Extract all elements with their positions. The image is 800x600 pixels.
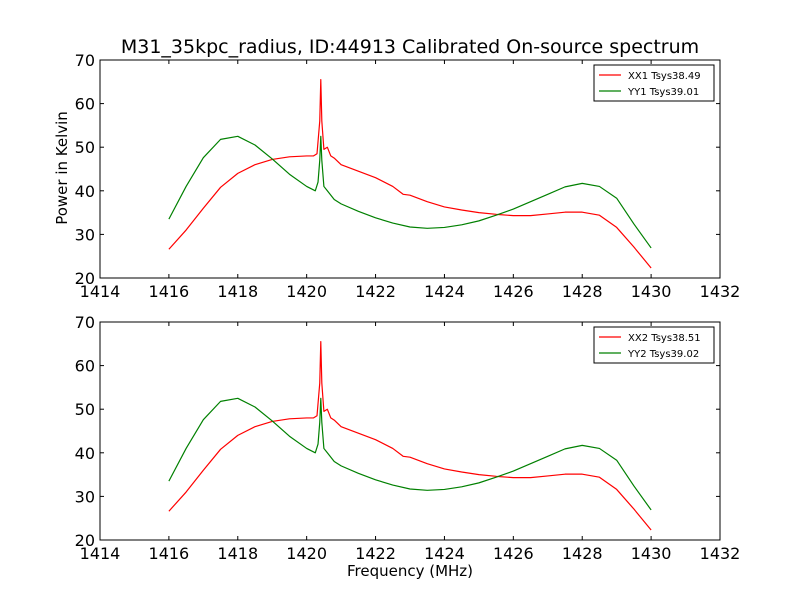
x-tick-label: 1430 [631,282,672,301]
y-tick-label: 20 [75,269,95,288]
x-axis-label: Frequency (MHz) [347,562,473,580]
y-tick-label: 70 [75,51,95,70]
x-tick-label: 1422 [355,544,396,563]
legend-label: XX2 Tsys38.51 [628,333,701,344]
x-tick-label: 1414 [80,282,121,301]
plot-frame [99,59,721,279]
y-tick-label: 60 [75,357,95,376]
x-tick-label: 1432 [700,282,741,301]
series-line-2 [168,135,652,249]
legend: XX1 Tsys38.49 YY1 Tsys39.01 [593,64,715,102]
x-tick-label: 1432 [700,544,741,563]
y-tick-label: 70 [75,313,95,332]
y-axis-label: Power in Kelvin [53,111,71,225]
x-tick-label: 1430 [631,544,672,563]
chart-panel-2: 1414 1416 1418 1420 1422 1424 1426 1428 1430 1432… [75,313,741,563]
legend-label: YY2 Tsys39.02 [627,349,699,360]
x-tick-label: 1424 [424,544,465,563]
y-tick-label: 60 [75,95,95,114]
plot-panels: 1414 1416 1418 1420 1422 1424 1426 1428 1430 1432… [75,51,741,563]
x-tick-label: 1428 [562,282,603,301]
legend: XX2 Tsys38.51 YY2 Tsys39.02 [593,326,715,364]
legend-box [593,64,715,102]
y-tick-label: 40 [75,444,95,463]
series-line-1 [168,79,652,269]
x-tick-label: 1426 [493,544,534,563]
series-line-2 [168,397,652,511]
x-tick-label: 1420 [286,282,327,301]
x-tick-label: 1422 [355,282,396,301]
x-tick-label: 1420 [286,544,327,563]
x-tick-label: 1416 [149,544,190,563]
series-line-1 [168,341,652,531]
plot-frame [99,321,721,541]
y-tick-label: 30 [75,487,95,506]
legend-label: YY1 Tsys39.01 [627,87,699,98]
chart-panel-1: 1414 1416 1418 1420 1422 1424 1426 1428 1430 1432… [75,51,741,301]
chart-title: M31_35kpc_radius, ID:44913 Calibrated On… [121,36,699,58]
y-tick-label: 40 [75,182,95,201]
y-tick-label: 20 [75,531,95,550]
y-tick-label: 50 [75,138,95,157]
x-tick-label: 1418 [217,282,258,301]
x-tick-label: 1428 [562,544,603,563]
legend-label: XX1 Tsys38.49 [628,71,701,82]
x-tick-label: 1418 [217,544,258,563]
y-tick-label: 50 [75,400,95,419]
legend-box [593,326,715,364]
x-tick-label: 1416 [149,282,190,301]
x-tick-label: 1424 [424,282,465,301]
x-tick-label: 1414 [80,544,121,563]
x-tick-label: 1426 [493,282,534,301]
y-tick-label: 30 [75,225,95,244]
